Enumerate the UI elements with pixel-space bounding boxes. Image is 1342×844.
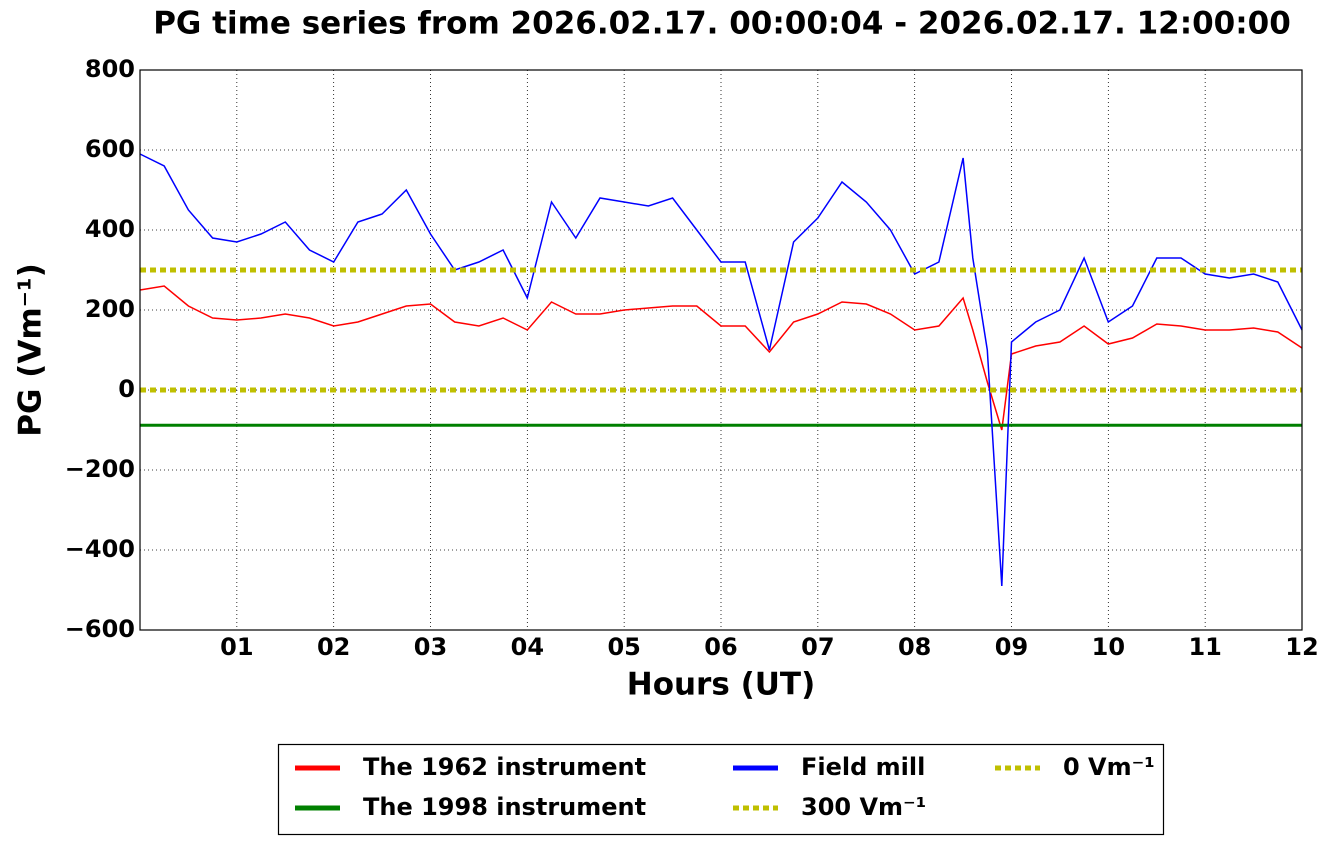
y-tick-label: 0 (118, 375, 135, 403)
y-tick-label: −600 (65, 615, 135, 643)
legend-label: 0 Vm⁻¹ (1063, 753, 1155, 781)
x-tick-label: 08 (898, 633, 931, 661)
legend-label: The 1998 instrument (363, 793, 646, 821)
legend-box (277, 743, 1165, 836)
y-tick-label: 400 (85, 215, 135, 243)
y-tick-label: −200 (65, 455, 135, 483)
x-tick-label: 02 (317, 633, 350, 661)
x-tick-label: 03 (414, 633, 447, 661)
y-tick-label: 600 (85, 135, 135, 163)
x-tick-label: 05 (607, 633, 640, 661)
x-tick-label: 01 (220, 633, 253, 661)
x-tick-label: 11 (1188, 633, 1221, 661)
data-line (139, 285, 1303, 431)
y-tick-label: 200 (85, 295, 135, 323)
y-tick-label: −400 (65, 535, 135, 563)
legend-label: The 1962 instrument (363, 753, 646, 781)
x-axis-label: Hours (UT) (627, 667, 816, 703)
x-tick-label: 09 (995, 633, 1028, 661)
legend-label: 300 Vm⁻¹ (801, 793, 926, 821)
legend-label: Field mill (801, 753, 925, 781)
data-line (139, 153, 1303, 587)
x-tick-label: 12 (1285, 633, 1318, 661)
x-tick-label: 04 (511, 633, 544, 661)
y-tick-label: 800 (85, 55, 135, 83)
chart-title: PG time series from 2026.02.17. 00:00:04… (153, 6, 1291, 42)
x-tick-label: 06 (704, 633, 737, 661)
y-axis-label: PG (Vm⁻¹) (13, 263, 49, 437)
x-tick-label: 07 (801, 633, 834, 661)
plot-frame (139, 69, 1303, 631)
x-tick-label: 10 (1092, 633, 1125, 661)
